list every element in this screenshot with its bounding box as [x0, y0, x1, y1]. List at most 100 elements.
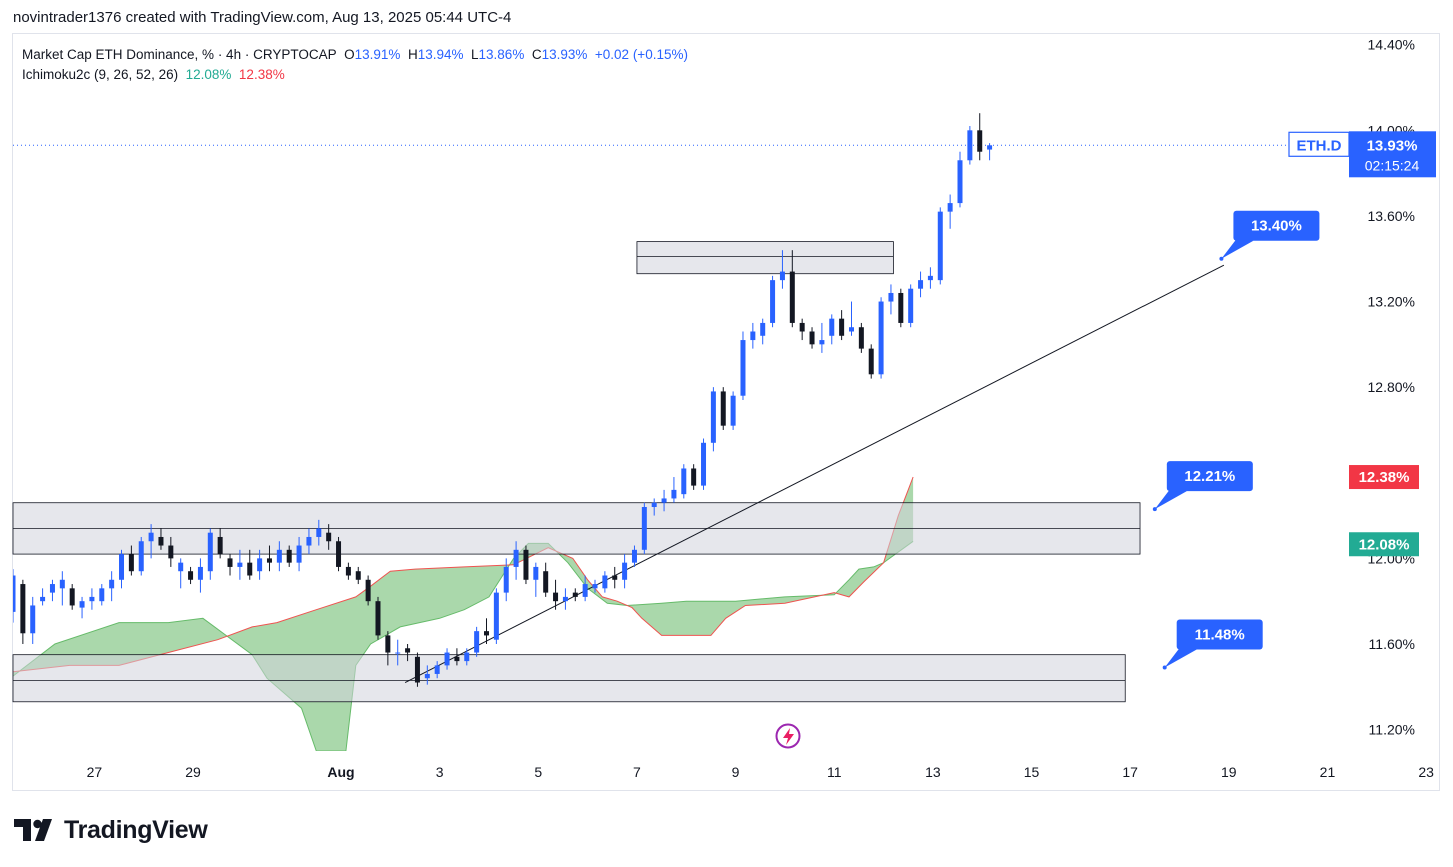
- time-axis-tick-label: 29: [185, 764, 201, 780]
- candle-body: [533, 566, 539, 580]
- candle-body: [247, 562, 253, 576]
- candle-body: [454, 656, 460, 662]
- price-axis-tick-label: 14.40%: [1368, 37, 1415, 53]
- callout-pointer-3: [1164, 646, 1197, 668]
- candle-body: [602, 575, 608, 589]
- axis-tags: ETH.D 13.93% 02:15:24 12.38% 12.08%: [1288, 131, 1436, 557]
- candle-body: [819, 340, 825, 345]
- callout-box-3[interactable]: [1176, 619, 1263, 650]
- candle-body: [858, 327, 864, 349]
- callout-layer[interactable]: 13.40% 12.21% 11.48%: [1152, 210, 1320, 670]
- candle-body: [158, 536, 164, 546]
- candle-body: [839, 318, 845, 336]
- callout-box-1[interactable]: [1233, 210, 1320, 241]
- zone-box-1: [636, 241, 894, 275]
- candle-body: [474, 631, 480, 653]
- tradingview-logo[interactable]: TradingView: [14, 814, 208, 846]
- candlestick-series: [13, 113, 993, 687]
- legend-indicator: Ichimoku2c (9, 26, 52, 26): [22, 67, 179, 82]
- candle-body: [779, 271, 785, 281]
- candle-body: [276, 549, 282, 563]
- callout-pointer-1: [1221, 237, 1254, 259]
- price-axis-tick-label: 13.60%: [1368, 208, 1415, 224]
- candle-body: [553, 592, 559, 602]
- price-axis-tick-label: 12.80%: [1368, 379, 1415, 395]
- candle-body: [898, 292, 904, 323]
- candle-body: [513, 549, 519, 567]
- time-axis-tick-label: 5: [534, 764, 542, 780]
- time-axis-tick-label: 11: [827, 764, 842, 780]
- candle-body: [572, 592, 578, 597]
- trendline-layer: [404, 264, 1225, 683]
- candle-body: [424, 673, 430, 679]
- legend-indicator-value-1: 12.08%: [185, 67, 232, 82]
- candle-body: [730, 395, 736, 426]
- tradingview-logo-icon: [14, 819, 52, 841]
- candle-body: [434, 665, 440, 674]
- candle-body: [306, 536, 312, 546]
- candle-body: [937, 211, 943, 281]
- span-b-tag-box: [1349, 465, 1419, 490]
- candle-body: [109, 579, 115, 589]
- legend-high-value: 13.94%: [417, 47, 464, 62]
- time-axis-tick-label: 23: [1418, 764, 1434, 780]
- candle-body: [414, 656, 420, 683]
- legend-change: +0.02 (+0.15%): [594, 47, 688, 62]
- legend-high-label: H: [407, 47, 418, 62]
- callout-label-1: 13.40%: [1251, 218, 1302, 235]
- legend-open-value: 13.91%: [354, 47, 401, 62]
- candle-body: [582, 584, 588, 597]
- candle-body: [592, 584, 598, 589]
- candle-body: [750, 331, 756, 341]
- event-marker[interactable]: [775, 723, 801, 749]
- time-axis[interactable]: 2729Aug35791113151719212325: [87, 764, 1453, 780]
- candle-body: [671, 489, 677, 499]
- candle-body: [908, 288, 914, 323]
- candle-body: [691, 468, 697, 486]
- tradingview-logo-text: TradingView: [64, 815, 208, 844]
- candle-body: [266, 558, 272, 563]
- candle-body: [770, 280, 776, 323]
- callout-label-3: 11.48%: [1195, 627, 1245, 644]
- time-axis-tick-label: 7: [633, 764, 641, 780]
- candle-body: [257, 558, 263, 572]
- candle-body: [977, 130, 983, 152]
- candle-body: [740, 340, 746, 396]
- candle-body: [49, 584, 55, 593]
- legend-indicator-value-2: 12.38%: [238, 67, 285, 82]
- callout-box-2[interactable]: [1166, 461, 1253, 492]
- candle-body: [59, 579, 65, 589]
- price-tag-box: [1349, 131, 1436, 178]
- candle-body: [188, 571, 194, 580]
- candle-body: [237, 562, 243, 567]
- candle-body: [848, 327, 854, 332]
- candle-body: [543, 571, 549, 593]
- candle-body: [612, 575, 618, 580]
- chart-legend: Market Cap ETH Dominance, % · 4h · CRYPT…: [22, 45, 688, 85]
- trendline-1: [404, 264, 1225, 683]
- candle-body: [681, 468, 687, 495]
- callout-anchor-1: [1219, 256, 1224, 261]
- candle-body: [967, 130, 973, 161]
- candle-body: [868, 348, 874, 375]
- candle-body: [444, 652, 450, 666]
- symbol-tag-label: ETH.D: [1297, 137, 1342, 154]
- time-axis-tick-label: 27: [87, 764, 103, 780]
- candle-body: [148, 532, 154, 542]
- time-axis-tick-label: 17: [1122, 764, 1138, 780]
- callout-label-2: 12.21%: [1184, 468, 1235, 485]
- span-a-tag-value: 12.08%: [1359, 536, 1410, 553]
- candle-body: [217, 536, 223, 555]
- candle-body: [760, 322, 766, 336]
- legend-symbol: Market Cap ETH Dominance, % · 4h · CRYPT…: [22, 47, 337, 62]
- span-b-tag-value: 12.38%: [1359, 469, 1410, 486]
- zone-box-3: [12, 654, 1126, 703]
- candle-body: [385, 635, 391, 653]
- candle-body: [178, 562, 184, 572]
- support-resistance-zones: [12, 241, 1141, 703]
- candle-body: [79, 601, 85, 608]
- time-axis-tick-label: 9: [732, 764, 740, 780]
- price-axis-tick-label: 11.60%: [1369, 636, 1415, 652]
- candle-body: [355, 571, 361, 580]
